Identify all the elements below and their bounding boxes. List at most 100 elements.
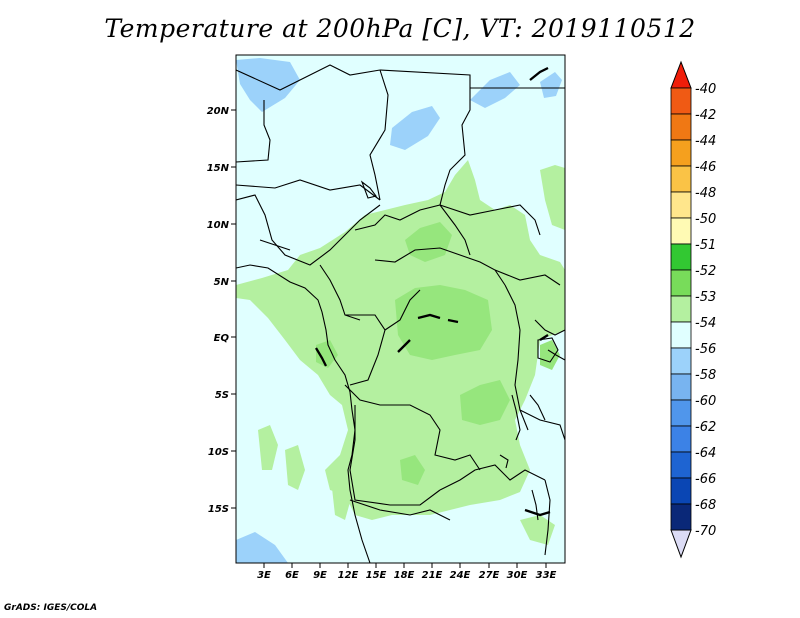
lat-axis: 20N 15N 10N 5N EQ 5S 10S 15S [207, 106, 236, 515]
colorbar-label: -62 [695, 420, 716, 435]
lat-label-20n: 20N [207, 106, 230, 117]
colorbar-box [670, 399, 692, 427]
cold-region-ne2 [540, 72, 562, 98]
border-cameroon [319, 264, 361, 321]
river-east-2 [524, 508, 551, 517]
green-region-sw2 [285, 445, 305, 490]
cold-region-sw [236, 532, 288, 563]
colorbar-box [670, 451, 692, 479]
colorbar-label: -64 [695, 446, 716, 461]
lon-tick-9e: 9E [313, 563, 327, 581]
colorbar-box [670, 139, 692, 167]
footer-credit: GrADS: IGES/COLA [4, 603, 98, 613]
green-region-main [236, 160, 565, 520]
green-core-6 [540, 340, 560, 370]
border-zambia [439, 464, 546, 491]
river-congo-1 [417, 313, 441, 320]
lat-tick-10s: 10S [208, 447, 236, 458]
colorbar-label: -53 [695, 290, 716, 305]
green-region-east [540, 165, 565, 230]
lat-tick-20n: 20N [207, 106, 236, 117]
lon-tick-27e: 27E [479, 563, 500, 581]
lon-tick-21e: 21E [422, 563, 443, 581]
lake-chad [360, 180, 377, 199]
colorbar-label: -60 [695, 394, 716, 409]
colorbar-label: -46 [695, 160, 716, 175]
green-region-sw1 [258, 425, 278, 470]
colorbar-label: -52 [695, 264, 716, 279]
border-drc-congo [384, 289, 421, 331]
warm-regions-mid [316, 222, 560, 485]
lat-label-eq: EQ [214, 333, 230, 344]
border-algeria-niger [236, 100, 271, 163]
map-frame [235, 54, 566, 564]
lon-axis: 3E 6E 9E 12E 15E 18E 21E 24E 27E 30E 33E [257, 563, 557, 581]
border-misc-1 [259, 239, 291, 251]
lake-tanganyika [511, 394, 521, 441]
colorbar-box [670, 321, 692, 349]
green-region-se [520, 515, 555, 545]
colorbar-box [670, 425, 692, 453]
colorbar-box [670, 191, 692, 219]
rivers [315, 66, 551, 517]
colorbar-box [670, 373, 692, 401]
border-nigeria [236, 194, 381, 266]
lon-tick-24e: 24E [450, 563, 471, 581]
river-congo-4 [315, 347, 328, 367]
lon-label-6e: 6E [285, 570, 299, 581]
lake-victoria [537, 337, 559, 363]
border-chad-car [354, 204, 471, 256]
colorbar-box [670, 113, 692, 141]
colorbar-label: -40 [695, 82, 716, 97]
lon-label-21e: 21E [422, 570, 443, 581]
colorbar-bottom-arrow [670, 529, 692, 559]
border-niger-chad [369, 69, 389, 201]
cold-region-ne [470, 72, 520, 108]
green-core-3 [460, 380, 510, 425]
colorbar-label: -54 [695, 316, 716, 331]
lon-label-33e: 33E [536, 570, 557, 581]
colorbar-box [670, 87, 692, 115]
border-north-1 [236, 64, 381, 91]
lon-tick-12e: 12E [338, 563, 359, 581]
green-core-5 [400, 455, 425, 485]
colorbar-box [670, 347, 692, 375]
colorbar-label: -50 [695, 212, 716, 227]
map-panel [236, 55, 565, 563]
colorbar-label: -44 [695, 134, 716, 149]
border-ssudan-east [494, 269, 561, 286]
border-car-drc [374, 247, 506, 286]
colorbar-box [670, 217, 692, 245]
country-borders [236, 64, 565, 556]
border-namibia [349, 499, 451, 521]
colorbar-box [670, 165, 692, 193]
colorbar-box [670, 503, 692, 531]
border-kenya [534, 319, 565, 336]
lon-tick-18e: 18E [394, 563, 415, 581]
green-region-sw3 [330, 465, 352, 520]
colorbar-label: -42 [695, 108, 716, 123]
lon-tick-15e: 15E [366, 563, 387, 581]
green-core-2 [395, 285, 492, 360]
border-misc-3 [529, 394, 546, 421]
colorbar: -40 -42 -44 -46 -48 -50 -51 -52 -53 -54 -56 -58 -60 -… [670, 60, 716, 559]
lon-tick-30e: 30E [507, 563, 528, 581]
river-east-1 [539, 334, 549, 341]
colorbar-box [670, 477, 692, 505]
border-libya [379, 69, 471, 206]
border-angola-drc [344, 384, 481, 471]
lakes [360, 180, 559, 521]
border-misc-2 [547, 349, 565, 361]
lon-label-9e: 9E [313, 570, 327, 581]
lat-label-10n: 10N [207, 220, 230, 231]
green-core-4 [316, 340, 338, 368]
lat-tick-10n: 10N [207, 220, 236, 231]
lon-label-27e: 27E [479, 570, 500, 581]
lat-label-5n: 5N [214, 277, 230, 288]
colorbar-label: -58 [695, 368, 716, 383]
border-tanzania [519, 409, 565, 441]
lon-label-3e: 3E [257, 570, 271, 581]
border-congo-gabon [345, 314, 386, 386]
cold-region-sahara [390, 106, 440, 150]
